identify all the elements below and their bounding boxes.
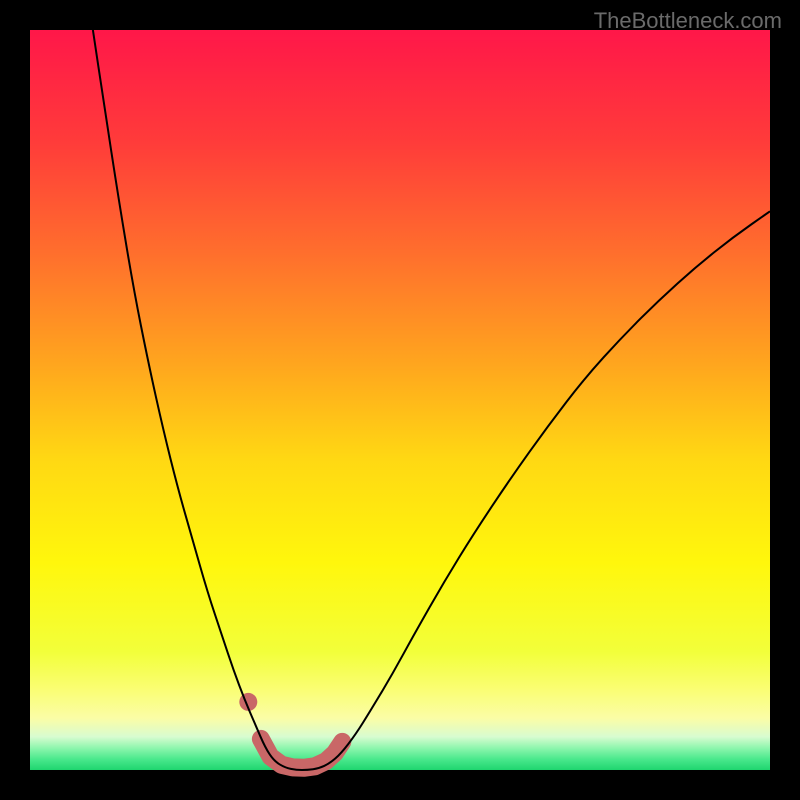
watermark: TheBottleneck.com bbox=[594, 8, 782, 34]
bottleneck-chart bbox=[0, 0, 800, 800]
chart-container: TheBottleneck.com bbox=[0, 0, 800, 800]
